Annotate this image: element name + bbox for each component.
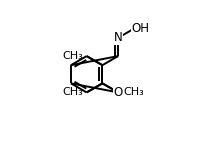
Text: N: N	[114, 31, 122, 44]
Text: CH₃: CH₃	[123, 87, 144, 97]
Text: O: O	[114, 86, 123, 99]
Text: OH: OH	[132, 22, 150, 35]
Text: CH₃: CH₃	[62, 51, 83, 61]
Text: CH₃: CH₃	[62, 87, 83, 97]
